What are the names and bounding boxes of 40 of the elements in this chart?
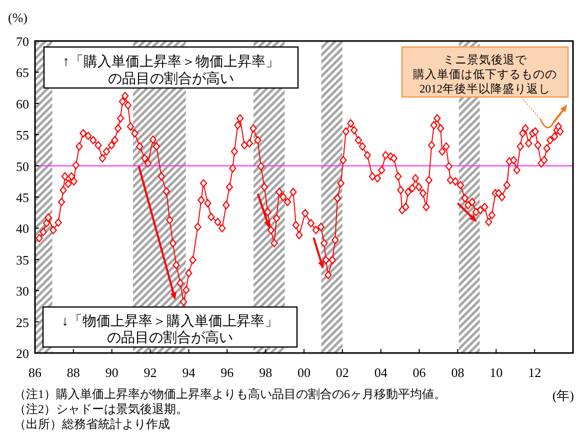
- text: （出所）総務省統計より作成: [14, 417, 170, 431]
- y-tick-label: 50: [16, 158, 29, 174]
- x-tick-label: 06: [412, 365, 426, 380]
- x-tick-label: 12: [528, 365, 542, 380]
- y-tick-label: 25: [16, 314, 29, 330]
- annotation: 2012年後半以降盛り返し: [420, 82, 550, 96]
- x-tick-label: 98: [259, 365, 272, 380]
- y-tick-label: 65: [16, 65, 29, 80]
- x-tick-label: 92: [144, 365, 157, 380]
- y-axis-title: (%): [8, 10, 28, 25]
- annotation: 購入単価は低下するものの: [413, 67, 557, 82]
- annotation: の品目の割合が高い: [107, 330, 233, 346]
- y-tick-label: 40: [16, 221, 29, 236]
- text: （注2）シャドーは景気後退期。: [14, 402, 188, 416]
- y-tick-label: 70: [16, 34, 29, 49]
- annotation: ↓「物価上昇率＞購入単価上昇率」: [62, 314, 278, 330]
- note-box: ↑「購入単価上昇率＞物価上昇率」 の品目の割合が高い: [43, 46, 299, 89]
- y-tick-label: 60: [16, 96, 29, 112]
- x-tick-label: 94: [182, 365, 196, 380]
- x-tick-label: 08: [451, 365, 464, 380]
- y-tick-label: 45: [16, 190, 29, 205]
- x-tick-label: 02: [336, 365, 349, 380]
- note-box: ↓「物価上昇率＞購入単価上昇率」 の品目の割合が高い: [42, 306, 298, 348]
- x-tick-label: 04: [374, 365, 388, 380]
- y-tick-label: 35: [16, 252, 29, 268]
- text: （注1）購入単価上昇率が物価上昇率よりも高い品目の割合の6ヶ月移動平均値。: [14, 387, 446, 401]
- x-tick-label: 00: [298, 365, 310, 380]
- y-tick-label: 20: [16, 346, 29, 361]
- annotation: ミニ景気後退で: [443, 53, 528, 66]
- x-tick-label: 10: [490, 365, 503, 380]
- callout-box: ミニ景気後退で 購入単価は低下するものの 2012年後半以降盛り返し: [401, 46, 569, 98]
- y-tick-label: 55: [16, 128, 29, 143]
- x-axis-title: (年): [552, 388, 574, 403]
- annotation: の品目の割合が高い: [108, 70, 234, 87]
- x-tick-label: 90: [105, 365, 118, 380]
- x-tick-label: 86: [28, 365, 42, 380]
- x-tick-label: 88: [66, 365, 80, 380]
- x-tick-label: 96: [220, 365, 234, 380]
- annotation: ↑「購入単価上昇率＞物価上昇率」: [62, 54, 280, 70]
- y-tick-label: 30: [16, 284, 29, 299]
